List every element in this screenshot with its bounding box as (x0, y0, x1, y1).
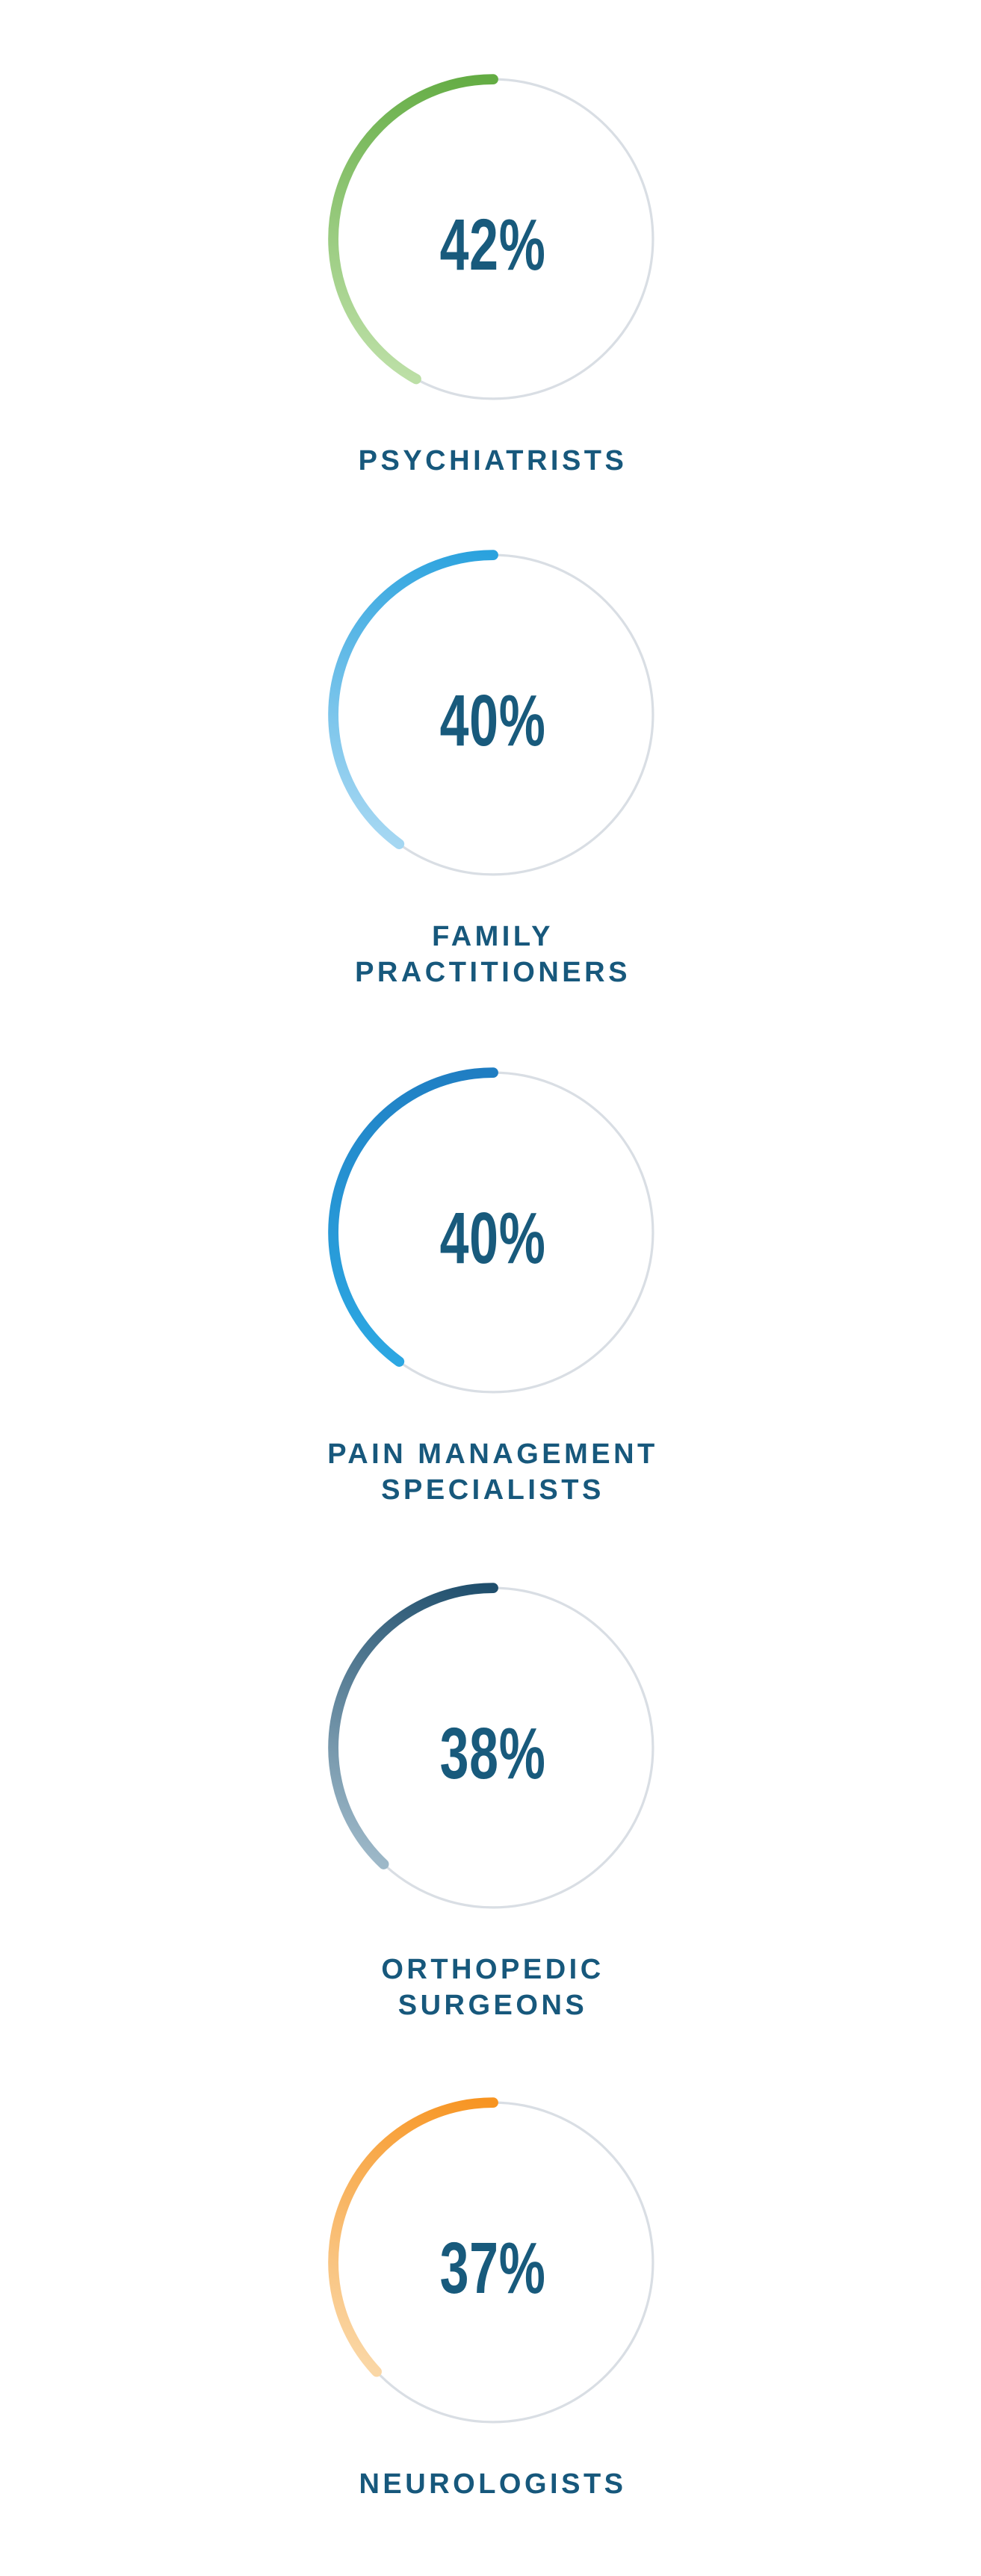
gauge-value: 40% (439, 1197, 546, 1279)
donut-ring (327, 2097, 654, 2424)
donut-ring (327, 74, 654, 400)
gauge-progress-arc (327, 1583, 498, 1869)
donut-ring (327, 1583, 654, 1909)
donut-ring (327, 550, 654, 876)
gauge-value: 38% (439, 1713, 546, 1794)
donut-ring (327, 1067, 654, 1394)
gauge-family-practitioners: 40% FAMILY PRACTITIONERS (321, 543, 665, 1006)
gauge-value: 42% (439, 204, 546, 285)
gauge-label: NEUROLOGISTS (359, 2468, 627, 2500)
gauge-label: PAIN MANAGEMENT SPECIALISTS (327, 1438, 658, 1506)
gauge-orthopedic-surgeons: 38% ORTHOPEDIC SURGEONS (321, 1576, 665, 2039)
gauge-value: 40% (439, 680, 546, 761)
gauge-pain-management-specialists: 40% PAIN MANAGEMENT SPECIALISTS (321, 1061, 665, 1524)
gauge-progress-arc (327, 2097, 498, 2377)
gauge-progress-arc (327, 74, 498, 385)
gauge-label: PSYCHIATRISTS (358, 445, 628, 477)
gauge-label: ORTHOPEDIC SURGEONS (381, 1954, 604, 2021)
gauge-value: 37% (439, 2227, 546, 2309)
gauge-psychiatrists: 42% PSYCHIATRISTS (321, 67, 665, 530)
gauge-progress-arc (327, 1067, 498, 1367)
gauge-label: FAMILY PRACTITIONERS (355, 921, 631, 988)
gauge-neurologists: 37% NEUROLOGISTS (321, 2091, 665, 2554)
gauge-progress-arc (327, 550, 498, 849)
